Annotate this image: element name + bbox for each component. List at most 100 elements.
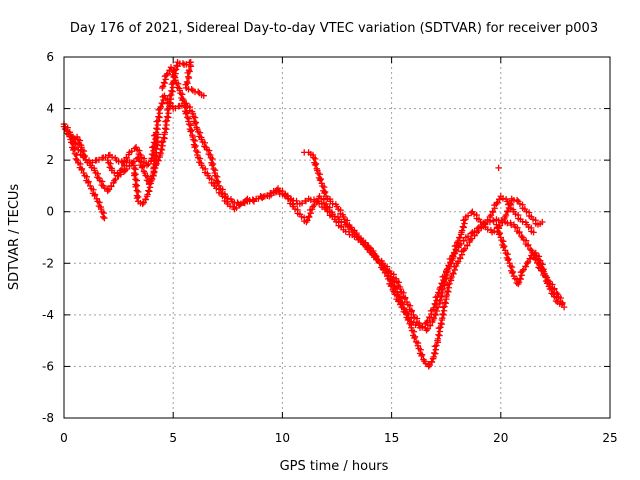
data-point (304, 217, 311, 224)
x-tick-label: 0 (60, 431, 68, 445)
data-point (69, 146, 77, 154)
data-point (515, 229, 523, 237)
data-point (187, 63, 195, 70)
data-point (539, 261, 546, 268)
data-point (431, 349, 438, 357)
data-point (524, 242, 532, 249)
data-point (131, 172, 138, 179)
y-tick-label: 0 (46, 205, 54, 219)
data-point (133, 194, 141, 202)
data-point (144, 191, 151, 198)
data-point (151, 152, 159, 160)
series-track-4 (257, 185, 537, 370)
data-point (208, 162, 216, 169)
data-point (187, 128, 194, 135)
data-point (153, 141, 160, 148)
data-point (433, 307, 441, 315)
data-point (431, 311, 439, 318)
data-point (504, 250, 511, 258)
data-point (540, 266, 547, 273)
data-point (166, 92, 174, 100)
data-point (150, 157, 158, 164)
data-point (375, 257, 382, 264)
data-point (192, 147, 200, 155)
data-point (249, 196, 257, 204)
data-point (236, 201, 243, 209)
data-point (182, 110, 190, 117)
data-point (250, 198, 258, 205)
data-point (70, 145, 78, 152)
y-tick-label: -8 (42, 411, 54, 425)
data-point (398, 301, 406, 308)
data-point (99, 213, 107, 221)
data-point (155, 113, 162, 120)
data-point (500, 238, 507, 245)
data-point (503, 207, 511, 215)
data-point (151, 146, 159, 153)
y-tick-label: 2 (46, 153, 54, 167)
data-point (433, 342, 440, 349)
series-track-2 (60, 58, 207, 208)
data-point (191, 114, 199, 121)
x-axis-title: GPS time / hours (280, 459, 389, 474)
data-point (111, 169, 118, 176)
series-track-3 (67, 64, 258, 222)
data-point (539, 218, 546, 226)
data-point (425, 363, 432, 370)
data-point (162, 76, 169, 83)
data-point (163, 71, 170, 79)
x-tick-label: 10 (275, 431, 290, 445)
y-tick-label: 6 (46, 50, 54, 64)
data-point (226, 202, 234, 210)
y-tick-label: 4 (46, 102, 54, 116)
data-point (459, 223, 467, 230)
data-point (146, 184, 154, 191)
data-point (143, 162, 151, 169)
y-tick-label: -2 (42, 256, 54, 270)
data-point (404, 310, 411, 317)
data-point (442, 275, 449, 282)
data-point (170, 67, 177, 75)
data-point (160, 134, 167, 141)
data-point (526, 245, 534, 253)
data-point (437, 320, 445, 327)
data-point (435, 331, 442, 338)
data-point (316, 171, 323, 178)
data-point (312, 155, 319, 163)
x-tick-label: 15 (384, 431, 399, 445)
data-point (338, 218, 345, 225)
data-point (163, 113, 171, 120)
data-point (451, 250, 459, 257)
series-track-5 (301, 149, 546, 334)
data-point (437, 292, 444, 300)
data-point (188, 85, 195, 93)
y-tick-label: -4 (42, 308, 54, 322)
y-tick-label: -6 (42, 359, 54, 373)
data-point (214, 178, 222, 185)
data-point (108, 154, 116, 161)
data-point (544, 278, 552, 286)
data-point (418, 324, 426, 331)
x-tick-label: 20 (493, 431, 508, 445)
data-point (191, 144, 198, 151)
data-point (260, 193, 267, 200)
data-point (434, 303, 442, 311)
data-point (502, 211, 510, 219)
data-point (139, 200, 146, 208)
data-point (509, 268, 517, 276)
data-point (535, 264, 542, 271)
data-point (80, 147, 88, 155)
data-point (168, 87, 175, 95)
data-point (153, 134, 160, 142)
data-point (150, 164, 158, 171)
data-point (439, 285, 447, 293)
data-point (146, 188, 153, 195)
data-point (446, 280, 453, 287)
data-point (513, 196, 521, 204)
x-tick-label: 5 (169, 431, 177, 445)
data-point (493, 200, 500, 208)
data-point (448, 273, 455, 281)
data-point (72, 155, 80, 163)
data-point (432, 311, 439, 319)
